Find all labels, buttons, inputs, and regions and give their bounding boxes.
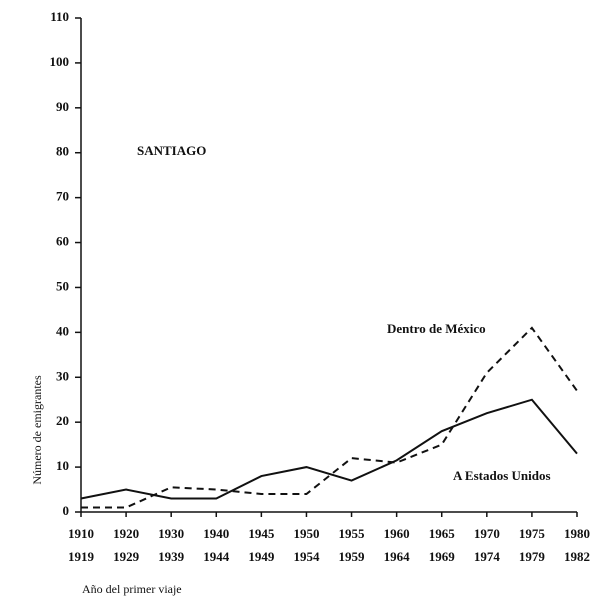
y-tick-label: 60 <box>56 234 69 249</box>
x-tick-label: 1944 <box>203 549 230 564</box>
x-tick-label: 1955 <box>339 526 366 541</box>
y-tick-label: 40 <box>56 323 69 338</box>
x-tick-label: 1959 <box>339 549 366 564</box>
y-tick-label: 70 <box>56 189 69 204</box>
x-tick-label: 1920 <box>113 526 139 541</box>
x-tick-label: 1950 <box>293 526 319 541</box>
x-tick-label: 1975 <box>519 526 546 541</box>
chart-title: SANTIAGO <box>137 143 206 158</box>
y-tick-label: 0 <box>63 503 70 518</box>
x-tick-label: 1979 <box>519 549 546 564</box>
series-label: Dentro de México <box>387 321 486 336</box>
x-tick-label: 1974 <box>474 549 501 564</box>
x-tick-label: 1980 <box>564 526 590 541</box>
series-line <box>81 326 578 509</box>
x-tick-label: 1910 <box>68 526 94 541</box>
series-label: A Estados Unidos <box>453 468 551 483</box>
y-axis-label: Número de emigrantes <box>30 375 44 485</box>
x-tick-label: 1929 <box>113 549 140 564</box>
y-tick-label: 110 <box>50 9 69 24</box>
y-tick-label: 30 <box>56 368 69 383</box>
y-tick-label: 20 <box>56 413 69 428</box>
x-tick-label: 1954 <box>293 549 320 564</box>
y-tick-label: 50 <box>56 278 69 293</box>
x-tick-label: 1964 <box>384 549 411 564</box>
x-tick-label: 1940 <box>203 526 229 541</box>
x-tick-label: 1960 <box>384 526 410 541</box>
x-axis-label: Año del primer viaje <box>82 582 182 596</box>
y-tick-label: 10 <box>56 458 69 473</box>
x-tick-label: 1939 <box>158 549 185 564</box>
x-tick-label: 1945 <box>248 526 275 541</box>
y-tick-label: 90 <box>56 99 69 114</box>
series-line <box>80 398 578 500</box>
x-tick-label: 1930 <box>158 526 184 541</box>
x-tick-label: 1919 <box>68 549 95 564</box>
x-tick-label: 1949 <box>248 549 275 564</box>
x-tick-label: 1969 <box>429 549 456 564</box>
x-tick-label: 1965 <box>429 526 456 541</box>
y-tick-label: 80 <box>56 144 69 159</box>
y-tick-label: 100 <box>50 54 70 69</box>
x-tick-label: 1970 <box>474 526 500 541</box>
x-tick-label: 1982 <box>564 549 590 564</box>
